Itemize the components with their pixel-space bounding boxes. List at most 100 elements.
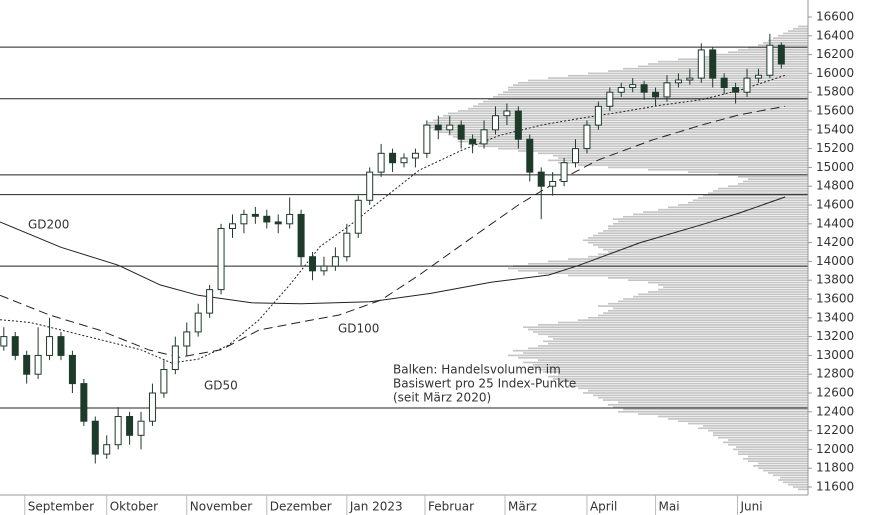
volume-bar — [498, 147, 808, 150]
volume-bar — [523, 361, 808, 364]
volume-bar — [688, 201, 808, 204]
candle-body — [423, 124, 431, 154]
candle-body — [0, 336, 8, 347]
volume-bar — [608, 70, 808, 72]
volume-bar — [608, 225, 808, 227]
candle-body — [469, 138, 477, 145]
volume-bar — [736, 446, 808, 448]
volume-bar — [438, 131, 808, 133]
volume-bar — [603, 248, 808, 251]
y-tick-label: 12400 — [816, 404, 854, 418]
volume-bar — [568, 74, 808, 77]
volume-bar — [788, 483, 808, 486]
volume-bar — [518, 356, 808, 359]
candle-body — [309, 256, 317, 272]
candle-body — [68, 354, 76, 385]
volume-bar — [748, 460, 808, 462]
volume-bar — [713, 432, 808, 434]
y-tick-label: 11600 — [816, 480, 854, 494]
volume-bar — [588, 237, 808, 239]
candle-body — [320, 265, 328, 272]
volume-bar — [708, 429, 808, 432]
y-tick-label: 13800 — [816, 273, 854, 287]
volume-bar — [613, 218, 808, 220]
volume-bar — [468, 143, 808, 145]
candle-body — [91, 420, 99, 455]
candle-body — [206, 289, 214, 314]
y-tick-label: 11800 — [816, 461, 854, 475]
y-tick-label: 13600 — [816, 292, 854, 306]
candle-body — [434, 124, 442, 131]
y-tick-label: 16400 — [816, 28, 854, 42]
volume-bar — [793, 486, 808, 488]
volume-bar — [558, 380, 808, 383]
volume-bar — [613, 307, 808, 310]
candle-body — [560, 162, 568, 183]
candle-body — [503, 110, 511, 117]
volume-bar — [548, 375, 808, 378]
volume-bar — [663, 286, 808, 289]
candle-body — [446, 124, 454, 131]
volume-bar — [473, 105, 808, 108]
volume-bar — [423, 124, 808, 126]
volume-bar — [568, 274, 808, 277]
volume-bar — [643, 211, 808, 213]
volume-bar — [728, 443, 808, 446]
volume-bar — [543, 371, 808, 373]
y-tick-label: 13000 — [816, 348, 854, 362]
volume-bar — [453, 136, 808, 138]
volume-bar — [508, 89, 808, 91]
volume-bar — [543, 340, 808, 343]
volume-bar — [528, 347, 808, 350]
volume-bar — [548, 335, 808, 338]
volume-bar — [593, 394, 808, 397]
candle-body — [46, 336, 54, 356]
volume-bar — [678, 204, 808, 206]
volume-bar — [703, 425, 808, 427]
volume-bar — [588, 389, 808, 392]
volume-bar — [623, 215, 808, 218]
volume-bar — [463, 138, 808, 141]
y-tick-label: 12600 — [816, 386, 854, 400]
ma-label: GD100 — [338, 322, 379, 336]
volume-bar — [713, 53, 808, 56]
candle-body — [652, 91, 660, 98]
candle-body — [228, 223, 236, 230]
volume-bar — [633, 213, 808, 216]
candle-body — [137, 420, 145, 436]
volume-bar — [608, 251, 808, 253]
candle-body — [709, 49, 717, 79]
volume-bar — [798, 25, 808, 28]
volume-bar — [458, 110, 808, 112]
volume-bar — [648, 168, 808, 171]
volume-bar — [638, 413, 808, 415]
y-tick-label: 12200 — [816, 423, 854, 437]
volume-bar — [658, 415, 808, 418]
volume-bar — [588, 316, 808, 319]
candle-body — [251, 213, 259, 217]
volume-bar — [448, 112, 808, 115]
annotation: Balken: Handelsvolumen im — [393, 363, 561, 377]
volume-bar — [508, 86, 808, 89]
candle-body — [11, 336, 19, 356]
volume-bar — [518, 269, 808, 272]
y-tick-label: 16600 — [816, 10, 854, 24]
volume-bar — [618, 410, 808, 413]
candle-body — [57, 336, 65, 356]
volume-bar — [553, 378, 808, 380]
volume-bar — [688, 422, 808, 425]
candle-body — [286, 213, 294, 225]
candle-body — [114, 416, 122, 446]
volume-bar — [613, 406, 808, 408]
candle-body — [331, 256, 339, 267]
volume-bar — [678, 58, 808, 61]
volume-bar — [693, 199, 808, 202]
volume-bar — [783, 481, 808, 484]
annotation: Basiswert pro 25 Index-Punkte — [393, 377, 576, 391]
candle-body — [377, 152, 385, 173]
volume-bar — [428, 126, 808, 129]
annotation: (seit März 2020) — [393, 391, 491, 405]
volume-bar — [698, 56, 808, 58]
volume-bar — [438, 117, 808, 119]
y-tick-label: 15200 — [816, 141, 854, 155]
